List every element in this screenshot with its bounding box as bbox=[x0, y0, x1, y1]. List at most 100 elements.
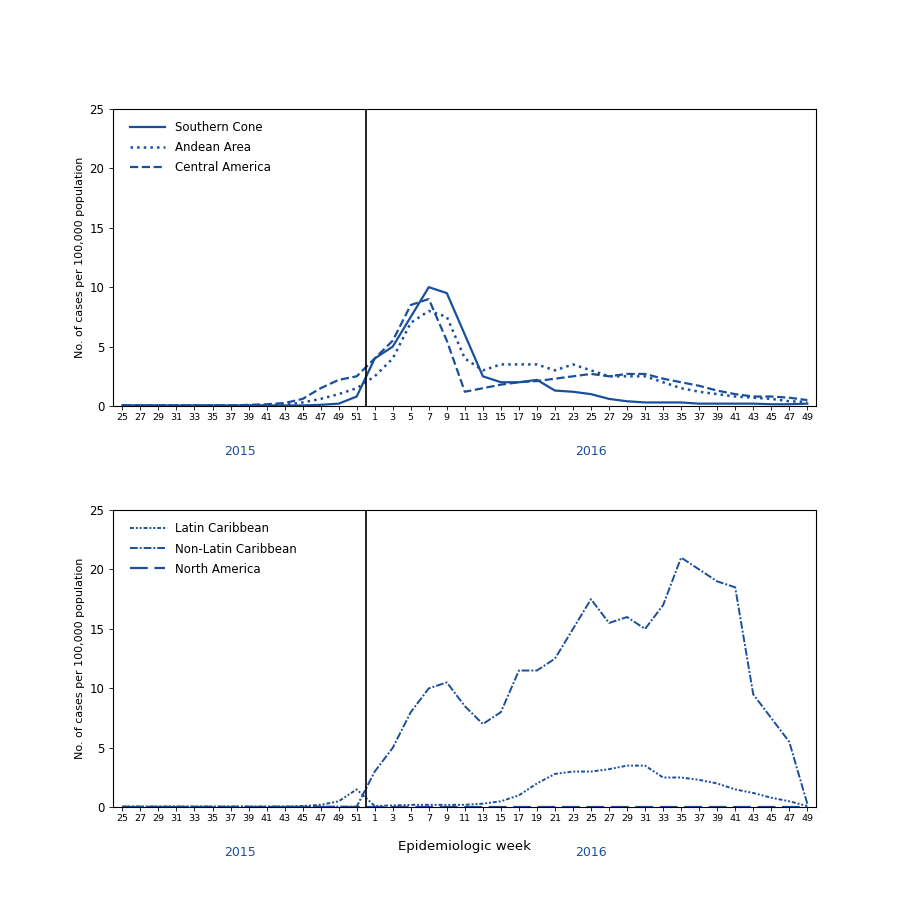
Central America bbox=[171, 400, 182, 411]
North America bbox=[747, 801, 758, 812]
Central America bbox=[189, 400, 200, 411]
Southern Cone bbox=[730, 398, 741, 409]
Southern Cone bbox=[658, 397, 668, 408]
Andean Area bbox=[405, 317, 416, 328]
Central America bbox=[568, 371, 579, 382]
Southern Cone bbox=[550, 385, 561, 396]
North America bbox=[676, 801, 687, 812]
Latin Caribbean bbox=[261, 801, 272, 812]
North America bbox=[477, 801, 488, 812]
Andean Area bbox=[495, 359, 506, 370]
Central America bbox=[586, 368, 597, 379]
Line: Southern Cone: Southern Cone bbox=[122, 288, 807, 405]
Latin Caribbean bbox=[135, 801, 146, 812]
Central America bbox=[316, 383, 327, 394]
Central America bbox=[225, 400, 236, 411]
Southern Cone bbox=[117, 400, 128, 411]
Andean Area bbox=[153, 400, 164, 411]
Southern Cone bbox=[243, 400, 254, 411]
Latin Caribbean bbox=[639, 760, 650, 771]
Andean Area bbox=[316, 394, 327, 405]
Latin Caribbean bbox=[603, 764, 614, 775]
North America bbox=[225, 801, 236, 812]
Andean Area bbox=[730, 391, 741, 402]
Southern Cone bbox=[802, 398, 813, 409]
Non-Latin Caribbean bbox=[477, 718, 488, 729]
North America bbox=[316, 801, 327, 812]
Andean Area bbox=[261, 400, 272, 411]
Y-axis label: No. of cases per 100,000 population: No. of cases per 100,000 population bbox=[75, 558, 85, 759]
North America bbox=[171, 801, 182, 812]
Non-Latin Caribbean bbox=[621, 611, 632, 622]
Southern Cone bbox=[387, 341, 398, 352]
Southern Cone bbox=[532, 375, 542, 385]
North America bbox=[153, 801, 164, 812]
Southern Cone bbox=[784, 399, 795, 410]
Non-Latin Caribbean bbox=[243, 801, 254, 812]
Non-Latin Caribbean bbox=[784, 736, 795, 747]
Latin Caribbean bbox=[333, 795, 344, 806]
Non-Latin Caribbean bbox=[550, 653, 561, 664]
Text: 2016: 2016 bbox=[575, 445, 607, 458]
Central America bbox=[153, 400, 164, 411]
Andean Area bbox=[351, 383, 362, 394]
Andean Area bbox=[747, 392, 758, 403]
Latin Caribbean bbox=[568, 766, 579, 777]
Central America bbox=[639, 368, 650, 379]
Southern Cone bbox=[586, 389, 597, 400]
Andean Area bbox=[387, 353, 398, 364]
Southern Cone bbox=[459, 329, 470, 340]
Southern Cone bbox=[351, 391, 362, 402]
Andean Area bbox=[568, 359, 579, 370]
Central America bbox=[424, 294, 434, 305]
Latin Caribbean bbox=[766, 793, 776, 804]
North America bbox=[243, 801, 254, 812]
Latin Caribbean bbox=[621, 760, 632, 771]
Central America bbox=[369, 353, 380, 364]
North America bbox=[568, 801, 579, 812]
Non-Latin Caribbean bbox=[802, 798, 813, 809]
Non-Latin Caribbean bbox=[676, 552, 687, 563]
Central America bbox=[243, 399, 254, 410]
North America bbox=[442, 801, 453, 812]
Non-Latin Caribbean bbox=[333, 801, 344, 812]
Non-Latin Caribbean bbox=[712, 576, 723, 587]
Andean Area bbox=[333, 389, 344, 400]
Latin Caribbean bbox=[153, 801, 164, 812]
North America bbox=[639, 801, 650, 812]
Andean Area bbox=[171, 400, 182, 411]
Latin Caribbean bbox=[225, 801, 236, 812]
Latin Caribbean bbox=[747, 787, 758, 798]
Andean Area bbox=[117, 400, 128, 411]
Southern Cone bbox=[135, 400, 146, 411]
Andean Area bbox=[135, 400, 146, 411]
Latin Caribbean bbox=[784, 795, 795, 806]
Central America bbox=[603, 371, 614, 382]
Non-Latin Caribbean bbox=[135, 801, 146, 812]
Latin Caribbean bbox=[316, 799, 327, 810]
Non-Latin Caribbean bbox=[117, 801, 128, 812]
Andean Area bbox=[442, 311, 453, 322]
Latin Caribbean bbox=[459, 799, 470, 810]
Southern Cone bbox=[621, 395, 632, 406]
Andean Area bbox=[603, 371, 614, 382]
Andean Area bbox=[694, 386, 705, 397]
Latin Caribbean bbox=[405, 799, 416, 810]
Andean Area bbox=[586, 365, 597, 375]
Central America bbox=[117, 400, 128, 411]
Non-Latin Caribbean bbox=[351, 801, 362, 812]
Non-Latin Caribbean bbox=[658, 600, 668, 610]
Southern Cone bbox=[424, 282, 434, 293]
Latin Caribbean bbox=[189, 801, 200, 812]
Andean Area bbox=[532, 359, 542, 370]
Southern Cone bbox=[568, 386, 579, 397]
Andean Area bbox=[225, 400, 236, 411]
Non-Latin Caribbean bbox=[639, 623, 650, 634]
Legend: Latin Caribbean, Non-Latin Caribbean, North America: Latin Caribbean, Non-Latin Caribbean, No… bbox=[126, 519, 300, 580]
North America bbox=[351, 801, 362, 812]
Central America bbox=[351, 371, 362, 382]
North America bbox=[550, 801, 561, 812]
Non-Latin Caribbean bbox=[442, 677, 453, 688]
Non-Latin Caribbean bbox=[603, 618, 614, 629]
Central America bbox=[387, 336, 398, 346]
